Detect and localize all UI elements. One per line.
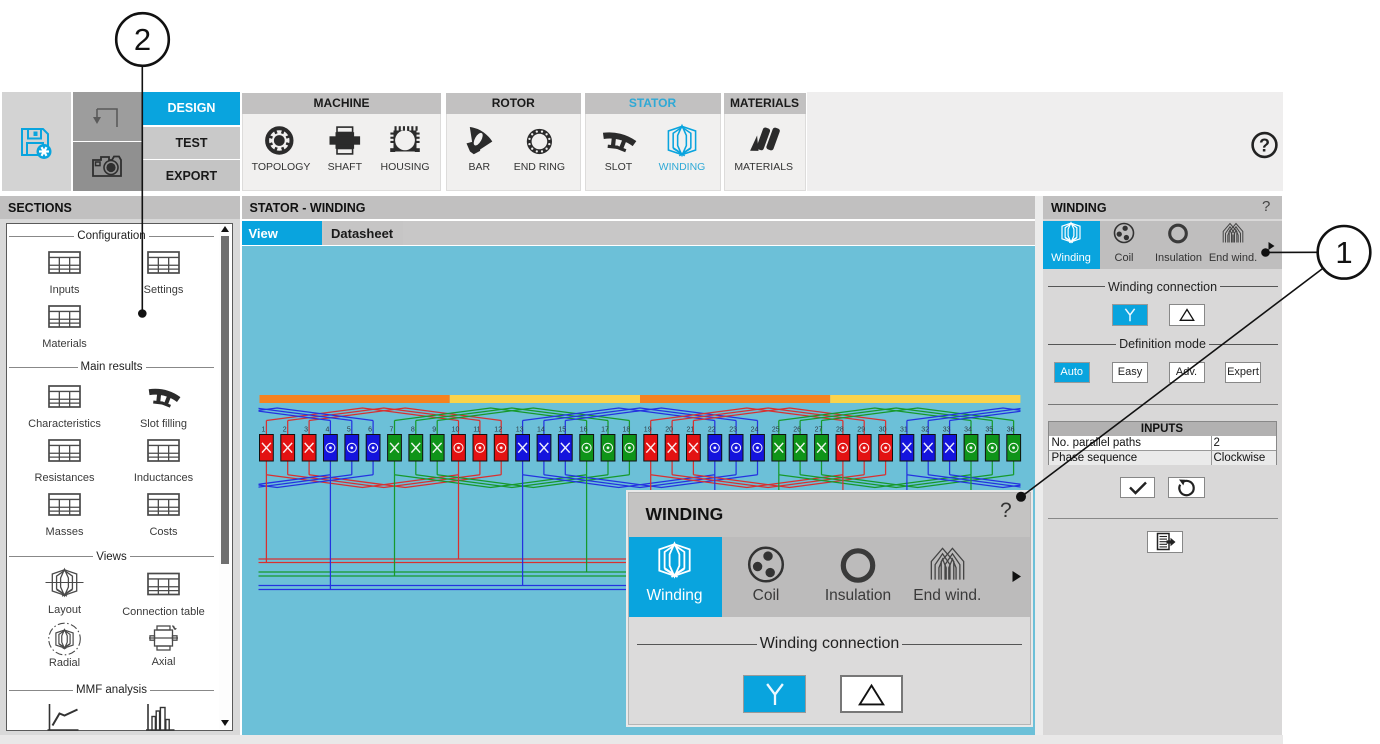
svg-text:?: ? <box>1259 136 1270 156</box>
svg-text:2: 2 <box>282 426 286 433</box>
svg-text:23: 23 <box>729 426 737 433</box>
svg-text:21: 21 <box>686 426 694 433</box>
svg-text:18: 18 <box>622 426 630 433</box>
svg-text:11: 11 <box>473 426 480 433</box>
svg-text:32: 32 <box>921 426 929 433</box>
svg-text:35: 35 <box>985 426 993 433</box>
svg-text:20: 20 <box>665 426 673 433</box>
svg-text:7: 7 <box>389 426 393 433</box>
svg-text:22: 22 <box>707 426 715 433</box>
svg-text:3: 3 <box>304 426 308 433</box>
svg-text:10: 10 <box>451 426 459 433</box>
svg-text:4: 4 <box>325 426 329 433</box>
svg-text:9: 9 <box>432 426 436 433</box>
svg-text:13: 13 <box>515 426 523 433</box>
svg-text:19: 19 <box>643 426 651 433</box>
svg-text:14: 14 <box>537 426 545 433</box>
svg-text:30: 30 <box>878 426 886 433</box>
svg-text:31: 31 <box>900 426 908 433</box>
svg-text:28: 28 <box>836 426 844 433</box>
svg-text:26: 26 <box>793 426 801 433</box>
svg-text:33: 33 <box>942 426 950 433</box>
svg-text:12: 12 <box>494 426 502 433</box>
svg-text:1: 1 <box>1335 235 1352 270</box>
svg-text:24: 24 <box>750 426 758 433</box>
svg-text:36: 36 <box>1006 426 1014 433</box>
svg-text:5: 5 <box>346 426 350 433</box>
svg-text:1: 1 <box>261 426 265 433</box>
svg-text:27: 27 <box>814 426 822 433</box>
svg-text:2: 2 <box>134 22 151 57</box>
svg-text:15: 15 <box>558 426 566 433</box>
svg-text:34: 34 <box>964 426 972 433</box>
svg-text:8: 8 <box>410 426 414 433</box>
svg-text:25: 25 <box>771 426 779 433</box>
svg-text:29: 29 <box>857 426 865 433</box>
svg-text:16: 16 <box>579 426 587 433</box>
svg-text:17: 17 <box>601 426 609 433</box>
svg-text:6: 6 <box>368 426 372 433</box>
